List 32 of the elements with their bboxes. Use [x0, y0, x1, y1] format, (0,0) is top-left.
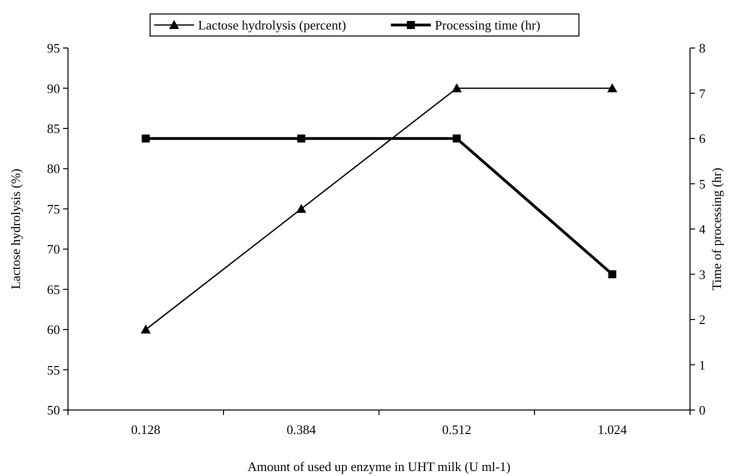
legend-label: Processing time (hr) [434, 18, 540, 33]
y-tick-label: 75 [47, 201, 60, 216]
y2-axis-title: Time of processing (hr) [709, 168, 724, 290]
y2-tick-label: 6 [699, 131, 706, 146]
y-tick-label: 65 [47, 282, 60, 297]
x-tick-label: 0.384 [286, 422, 316, 437]
y-tick-label: 60 [47, 322, 60, 338]
y2-tick-label: 8 [699, 40, 706, 56]
y2-tick-label: 5 [699, 176, 706, 192]
y-tick-label: 50 [47, 402, 60, 418]
y2-tick-label: 2 [699, 312, 706, 328]
y-tick-label: 80 [47, 161, 60, 176]
x-tick-label: 1.024 [598, 422, 628, 437]
x-tick-label: 0.512 [442, 422, 472, 437]
y2-tick-label: 3 [699, 266, 706, 282]
point [140, 324, 151, 334]
x-axis-title: Amount of used up enzyme in UHT milk (U ml-1) [248, 459, 510, 474]
y2-tick-label: 0 [699, 402, 706, 418]
y2-tick-label: 7 [699, 86, 706, 101]
y-tick-label: 70 [47, 242, 60, 257]
y2-tick-label: 1 [699, 357, 706, 372]
point [296, 204, 306, 213]
y-axis-title: Lactose hydrolysis (%) [8, 168, 23, 290]
y-tick-label: 95 [47, 40, 60, 56]
y-tick-label: 90 [47, 80, 60, 96]
y2-tick-label: 4 [699, 222, 706, 237]
x-tick-label: 0.128 [131, 422, 160, 437]
point [607, 83, 618, 92]
y-tick-label: 85 [47, 120, 60, 136]
legend-label: Lactose hydrolysis (percent) [198, 18, 346, 33]
y-tick-label: 55 [47, 362, 60, 378]
point [452, 83, 462, 92]
